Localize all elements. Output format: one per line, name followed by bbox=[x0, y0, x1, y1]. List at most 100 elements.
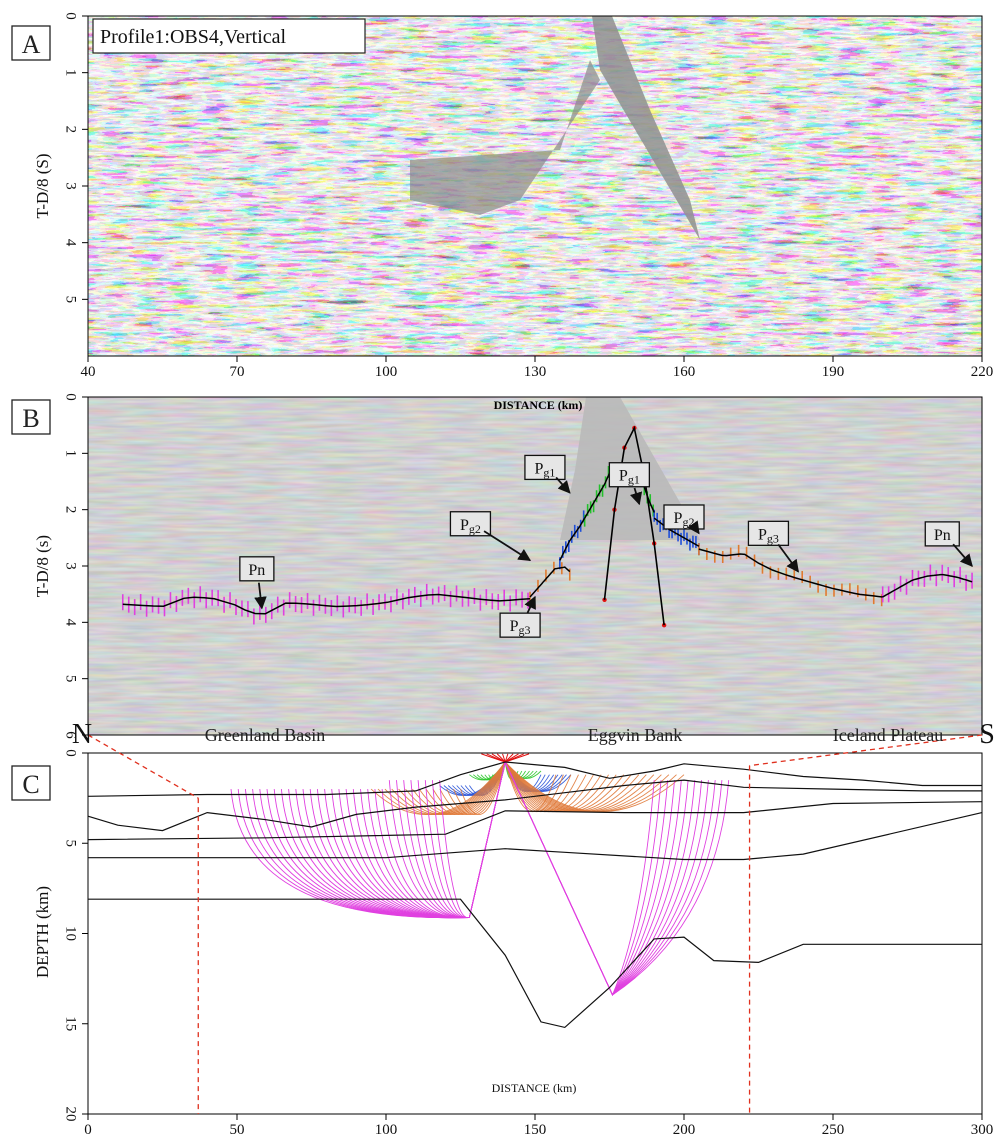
panel-b-y-tick-label: 6 bbox=[63, 731, 79, 739]
panel-a-x-tick-label: 190 bbox=[822, 364, 845, 380]
ray-direct bbox=[496, 753, 506, 763]
ray-pn bbox=[504, 761, 655, 997]
panel-b-picks bbox=[121, 425, 973, 628]
phase-arrow bbox=[524, 595, 536, 614]
panel-b-curve-pg1 bbox=[643, 486, 655, 513]
guide-line-left bbox=[87, 734, 199, 799]
panel-c-x-tick-label: 300 bbox=[971, 1122, 994, 1138]
panel-a-seismic-image bbox=[88, 16, 982, 356]
panel-c-y-tick-label: 15 bbox=[63, 1016, 79, 1031]
phase-arrow bbox=[254, 582, 267, 610]
ray-pn bbox=[439, 761, 506, 918]
panel-c-x-tick-label: 50 bbox=[230, 1122, 245, 1138]
region-iceland-plateau: Iceland Plateau bbox=[833, 725, 943, 745]
svg-text:Pn: Pn bbox=[934, 527, 951, 544]
panel-c: 0 5 10 15 20 0 50 100 150 200 250 300 DISTANCE (km… bbox=[11, 719, 995, 1138]
ray-pg3 bbox=[412, 761, 506, 815]
ray-direct bbox=[504, 753, 509, 763]
phase-label-pn: Pn bbox=[239, 556, 275, 582]
panel-c-x-tick-label: 0 bbox=[84, 1122, 92, 1138]
ray-pn bbox=[504, 761, 682, 996]
ray-pg3 bbox=[384, 761, 506, 815]
panel-a-y-tick-label: 3 bbox=[63, 182, 79, 190]
svg-text:Pg1: Pg1 bbox=[534, 460, 555, 479]
panel-a-x-tick-label: 160 bbox=[673, 364, 696, 380]
panel-a-y-tick-label: 1 bbox=[63, 69, 79, 77]
svg-text:Pg3: Pg3 bbox=[758, 526, 779, 545]
panel-b-seismic-image bbox=[88, 397, 982, 735]
region-greenland-basin: Greenland Basin bbox=[205, 725, 325, 745]
panel-c-y-tick-label: 0 bbox=[63, 749, 79, 757]
panel-b-curve-pn bbox=[882, 573, 973, 598]
phase-arrow bbox=[777, 543, 799, 573]
panel-a-y-tick-label: 2 bbox=[63, 126, 79, 134]
panel-b-phase-labels: Pn Pg2 Pg1 Pg3 Pg1 Pg2 Pg3 Pn bbox=[239, 454, 973, 638]
ray-pg3 bbox=[418, 761, 506, 815]
svg-text:Pg3: Pg3 bbox=[510, 618, 531, 637]
panel-b-y-tick-label: 5 bbox=[63, 675, 79, 683]
panel-c-letter-box bbox=[11, 765, 51, 801]
panel-b-letter: B bbox=[22, 404, 39, 433]
phase-label-pg2: Pg2 bbox=[663, 504, 705, 530]
panel-b-y-tick-label: 3 bbox=[63, 562, 79, 570]
panel-b: 0 1 2 3 4 5 6 Pn Pg2 Pg1 Pg3 Pg1 Pg2 Pg3 Pn DISTANCE … bbox=[11, 393, 983, 739]
ray-pn bbox=[504, 761, 703, 996]
panel-c-x-tick-label: 250 bbox=[822, 1122, 845, 1138]
panel-b-curve-pg3 bbox=[698, 548, 883, 598]
ray-pg3 bbox=[460, 761, 506, 816]
panel-a-letter: A bbox=[22, 30, 41, 59]
panel-c-y-label: DEPTH (km) bbox=[33, 886, 52, 978]
phase-arrow bbox=[555, 476, 571, 494]
panel-c-y-tick-label: 10 bbox=[63, 926, 79, 941]
panel-b-y-tick-label: 1 bbox=[63, 450, 79, 458]
phase-arrow bbox=[630, 487, 643, 506]
ray-pn bbox=[504, 761, 716, 996]
layer-moho bbox=[88, 898, 982, 1029]
ray-pn bbox=[504, 761, 730, 996]
panel-a-x-axis: 40 70 100 130 160 190 220 bbox=[81, 356, 993, 380]
ray-direct bbox=[505, 753, 530, 763]
phase-label-pn: Pn bbox=[924, 521, 960, 547]
panel-b-curve-pg3 bbox=[529, 566, 571, 598]
ray-pg3 bbox=[439, 761, 506, 816]
panel-c-x-tick-label: 200 bbox=[673, 1122, 696, 1138]
panel-c-x-tick-label: 150 bbox=[524, 1122, 547, 1138]
ray-pn bbox=[504, 761, 709, 996]
guide-line-right bbox=[749, 734, 983, 767]
panel-a-x-tick-label: 100 bbox=[375, 364, 398, 380]
panel-c-frame bbox=[87, 752, 983, 1115]
panel-c-x-tick-label: 100 bbox=[375, 1122, 398, 1138]
panel-b-y-tick-label: 0 bbox=[63, 393, 79, 401]
panel-c-x-axis: 0 50 100 150 200 250 300 bbox=[84, 1114, 993, 1138]
layer-lower-crust-top bbox=[88, 812, 983, 861]
panel-a-y-axis: 0 1 2 3 4 5 bbox=[63, 12, 88, 303]
svg-text:Pg2: Pg2 bbox=[460, 517, 481, 536]
phase-arrow bbox=[687, 520, 700, 535]
panel-b-curve-pg1 bbox=[584, 472, 611, 519]
panel-c-south: S bbox=[979, 719, 995, 750]
panel-a-muted-zone bbox=[410, 60, 600, 215]
ray-pg3 bbox=[391, 761, 506, 815]
panel-a-x-tick-label: 130 bbox=[524, 364, 547, 380]
ray-pg3 bbox=[453, 761, 506, 816]
panel-b-y-axis: 0 1 2 3 4 5 6 bbox=[63, 393, 88, 739]
panel-a-y-tick-label: 0 bbox=[63, 12, 79, 20]
ray-pn bbox=[504, 761, 669, 996]
panel-b-letter-box bbox=[11, 399, 51, 435]
panel-a-letter-box bbox=[11, 25, 51, 61]
panel-a-muted-cone bbox=[592, 16, 700, 240]
panel-a-y-tick-label: 4 bbox=[63, 239, 79, 247]
panel-a: 0 1 2 3 4 5 40 70 100 130 160 190 220 T-D/8 (S) A P… bbox=[11, 12, 993, 380]
phase-label-pg1: Pg1 bbox=[608, 462, 651, 488]
panel-c-section-guides bbox=[87, 734, 983, 1114]
phase-label-pg3: Pg3 bbox=[747, 520, 790, 546]
panel-b-pick-direct-wave bbox=[661, 622, 667, 628]
panel-b-curve-pg2 bbox=[653, 517, 700, 547]
phase-arrow bbox=[483, 530, 532, 562]
panel-c-y-tick-label: 20 bbox=[63, 1107, 79, 1122]
ray-direct bbox=[491, 753, 506, 763]
panel-a-x-tick-label: 40 bbox=[81, 364, 96, 380]
panel-a-y-label: T-D/8 (S) bbox=[33, 153, 52, 218]
panel-a-x-tick-label: 70 bbox=[230, 364, 245, 380]
